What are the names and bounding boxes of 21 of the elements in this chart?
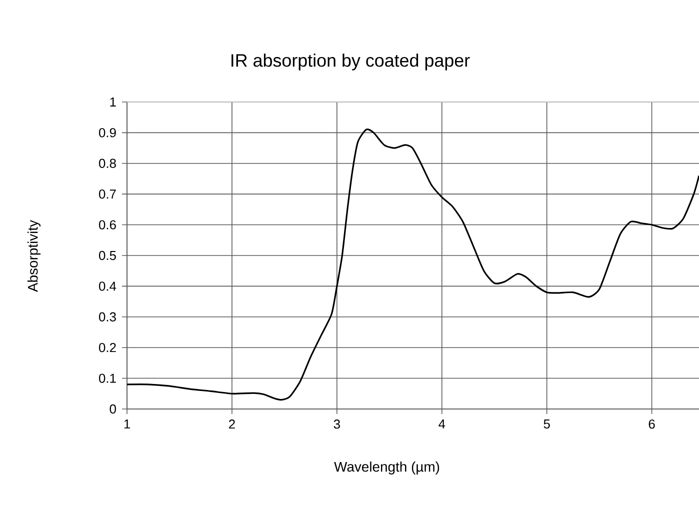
y-tick-label: 0.5 <box>98 250 116 260</box>
y-tick-label: 0 <box>110 404 116 414</box>
y-tick-label: 0.2 <box>98 342 116 352</box>
y-tick-label: 0.8 <box>98 158 116 168</box>
y-tick-label: 0.1 <box>98 374 116 383</box>
y-tick-label: 0.9 <box>98 128 116 138</box>
y-tick-label: 0.4 <box>98 282 116 291</box>
x-axis-title: Wavelength (µm) <box>334 461 440 474</box>
line-series <box>126 128 699 401</box>
y-tick-label: 1 <box>110 98 116 106</box>
chart-title: IR absorption by coated paper <box>232 54 470 70</box>
x-tick-label: 3 <box>334 420 340 429</box>
x-tick-label: 4 <box>438 420 446 428</box>
y-tick-label: 0.6 <box>98 220 116 230</box>
x-tick-label: 2 <box>229 420 235 429</box>
y-tick-label: 0.7 <box>98 189 116 199</box>
y-tick-label: 0.3 <box>98 312 116 322</box>
y-axis-title: Absorptivity <box>28 220 41 292</box>
x-tick-label: 1 <box>124 420 130 428</box>
x-tick-label: 5 <box>544 420 550 429</box>
x-tick-label: 6 <box>648 420 655 429</box>
